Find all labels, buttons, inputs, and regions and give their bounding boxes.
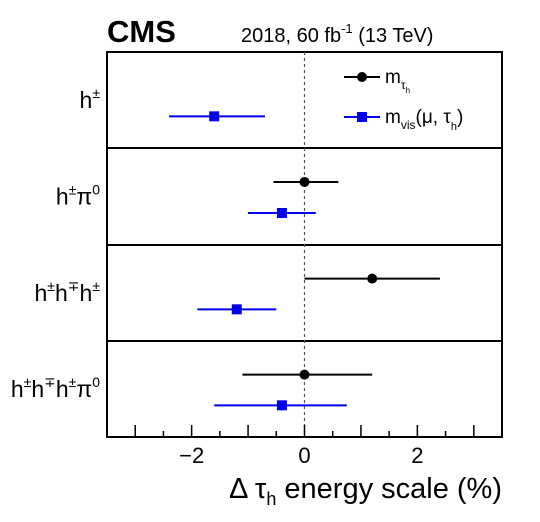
point-m-vis-cat1 [209,111,220,122]
x-tick-label: 2 [411,443,423,468]
category-label-1: h± [80,85,101,113]
category-label-4: h±h∓h±π0 [11,374,100,402]
x-tick-label: 0 [298,443,310,468]
legend-marker-m-vis [357,112,367,122]
x-axis-ticks: −2 0 2 [106,425,503,468]
luminosity-label: 2018, 60 fb-1 (13 TeV) [241,21,433,47]
legend-label-m-vis: mvis(μ, τh) [385,107,463,133]
category-label-3: h±h∓h± [35,278,101,306]
lumi-prefix: 2018, 60 fb [241,25,341,47]
point-m-vis-cat4 [276,400,287,411]
point-m-tau-cat3 [367,273,378,284]
point-m-vis-cat3 [231,304,242,315]
x-axis-title: Δ τh energy scale (%) [229,473,502,509]
lumi-suffix: (13 TeV) [353,25,434,47]
point-m-tau-cat4 [299,369,310,380]
category-label-2: h±π0 [56,182,100,210]
data-points [169,111,440,411]
experiment-label: CMS [107,14,176,49]
category-labels: h± h±π0 h±h∓h± h±h∓h±π0 [11,85,100,402]
legend: mτh mvis(μ, τh) [344,67,463,133]
lumi-exponent: -1 [341,21,353,36]
legend-label-m-tau: mτh [385,67,410,95]
x-tick-label: −2 [179,443,204,468]
point-m-tau-cat2 [299,176,310,187]
point-m-vis-cat2 [276,207,287,218]
legend-marker-m-tau [357,72,367,82]
